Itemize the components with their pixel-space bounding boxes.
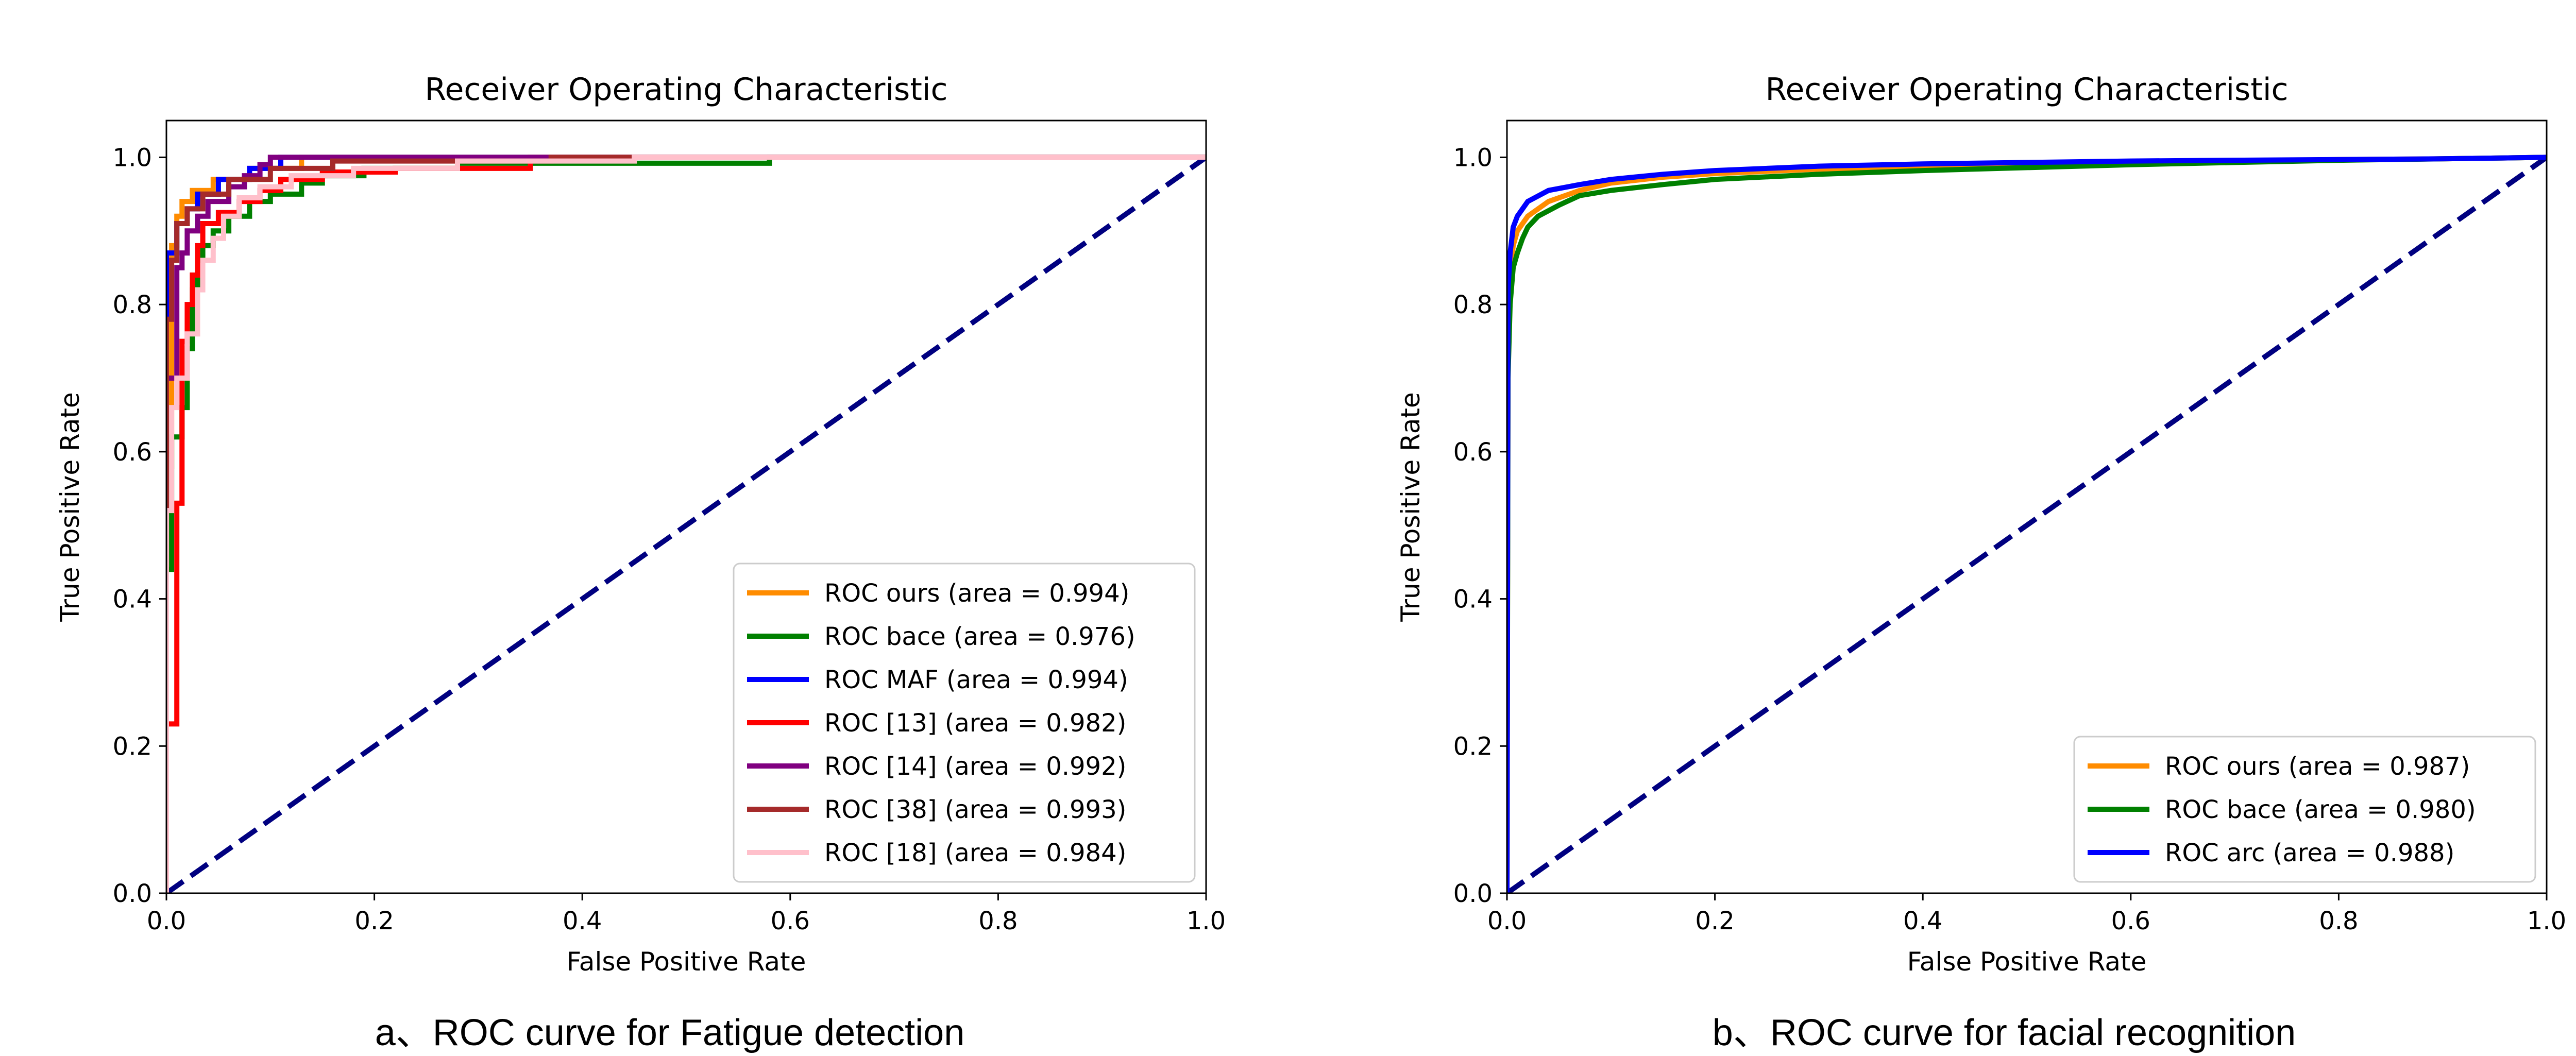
y-axis-label: True Positive Rate — [1396, 392, 1426, 622]
x-tick-label: 0.0 — [147, 907, 186, 935]
x-tick-label: 1.0 — [1187, 907, 1226, 935]
y-tick-label: 0.8 — [113, 291, 152, 319]
x-tick-label: 0.8 — [2319, 907, 2358, 935]
roc-series-line-4 — [166, 155, 1206, 893]
x-tick-label: 0.4 — [1903, 907, 1942, 935]
chart-panel-2: Receiver Operating Characteristic 0.0 0.2 0… — [1396, 72, 2566, 977]
x-tick-label: 0.6 — [771, 907, 810, 935]
x-tick-label: 0.0 — [1487, 907, 1527, 935]
chart-panel-1: Receiver Operating Characteristic 0.0 0.2 0… — [55, 72, 1226, 977]
legend-label: ROC [38] (area = 0.993) — [824, 795, 1126, 824]
y-tick-label: 0.2 — [113, 732, 152, 761]
caption-left: a、ROC curve for Fatigue detection — [375, 1012, 965, 1053]
plot-frame — [1506, 120, 2548, 894]
y-tick-label: 0.8 — [1453, 291, 1493, 319]
legend-box — [733, 563, 1196, 883]
plot-area — [1507, 155, 2547, 893]
y-tick-label: 0.0 — [113, 879, 152, 908]
legend-label: ROC bace (area = 0.980) — [2165, 795, 2476, 824]
y-tick-label: 0.6 — [113, 438, 152, 467]
plot-frame — [165, 120, 1207, 894]
x-axis-label: False Positive Rate — [1907, 947, 2147, 977]
x-tick-label: 0.8 — [978, 907, 1018, 935]
roc-series-line-2 — [1507, 155, 2547, 893]
x-axis-label: False Positive Rate — [567, 947, 806, 977]
y-tick-label: 0.4 — [1453, 585, 1493, 614]
plot-area — [166, 155, 1206, 893]
legend-label: ROC arc (area = 0.988) — [2165, 839, 2454, 867]
legend: ROC ours (area = 0.987) ROC bace (area = … — [2073, 736, 2536, 883]
legend-label: ROC ours (area = 0.987) — [2165, 752, 2470, 781]
y-tick-label: 0.6 — [1453, 438, 1493, 467]
y-tick-label: 1.0 — [113, 143, 152, 172]
y-tick-label: 0.0 — [1453, 879, 1493, 908]
roc-series-line-5 — [166, 155, 1206, 893]
legend-label: ROC [18] (area = 0.984) — [824, 839, 1126, 867]
legend-label: ROC bace (area = 0.976) — [824, 622, 1136, 651]
roc-series-line-3 — [1507, 155, 2547, 893]
reference-diagonal-line — [166, 155, 1206, 893]
x-tick-label: 1.0 — [2527, 907, 2566, 935]
caption-right: b、ROC curve for facial recognition — [1712, 1012, 2296, 1053]
x-tick-label: 0.2 — [1695, 907, 1734, 935]
reference-diagonal-line — [1507, 155, 2547, 893]
legend: ROC ours (area = 0.994) ROC bace (area = … — [733, 563, 1196, 883]
roc-series-line-6 — [166, 155, 1206, 893]
legend-label: ROC [14] (area = 0.992) — [824, 752, 1126, 781]
y-tick-label: 0.2 — [1453, 732, 1493, 761]
y-tick-label: 1.0 — [1453, 143, 1493, 172]
chart-title: Receiver Operating Characteristic — [1765, 72, 2288, 108]
legend-label: ROC ours (area = 0.994) — [824, 579, 1129, 608]
x-tick-label: 0.6 — [2111, 907, 2150, 935]
y-axis-label: True Positive Rate — [55, 392, 85, 622]
x-tick-label: 0.2 — [354, 907, 394, 935]
y-tick-label: 0.4 — [113, 585, 152, 614]
legend-label: ROC [13] (area = 0.982) — [824, 709, 1126, 738]
legend-box — [2073, 736, 2536, 883]
legend-label: ROC MAF (area = 0.994) — [824, 666, 1128, 694]
chart-title: Receiver Operating Characteristic — [425, 72, 947, 108]
x-tick-label: 0.4 — [563, 907, 602, 935]
roc-series-line-7 — [166, 155, 1206, 893]
